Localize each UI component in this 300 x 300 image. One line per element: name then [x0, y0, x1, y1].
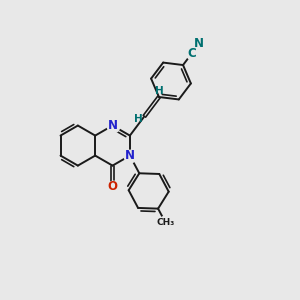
Text: C: C	[188, 47, 196, 60]
Text: N: N	[125, 149, 135, 162]
Text: CH₃: CH₃	[157, 218, 175, 227]
Text: O: O	[107, 180, 118, 193]
Text: N: N	[107, 119, 118, 132]
Text: H: H	[134, 114, 143, 124]
Text: N: N	[194, 37, 204, 50]
Text: H: H	[155, 85, 164, 96]
